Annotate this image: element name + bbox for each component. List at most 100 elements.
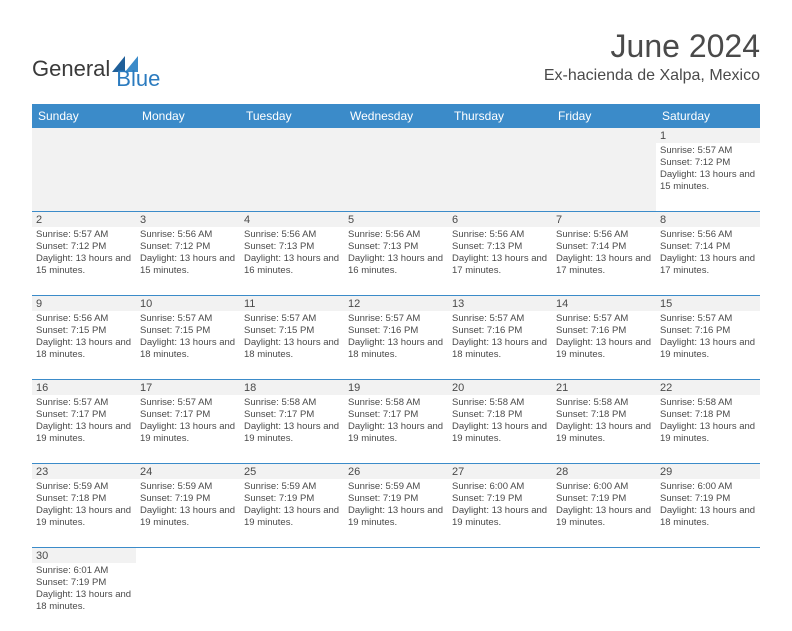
day-header-wed: Wednesday bbox=[344, 104, 448, 128]
day-number: 2 bbox=[32, 212, 136, 227]
sunset-text: Sunset: 7:19 PM bbox=[244, 493, 340, 505]
sunrise-text: Sunrise: 5:56 AM bbox=[452, 229, 548, 241]
day-number bbox=[552, 128, 656, 143]
daylight-text: Daylight: 13 hours and 19 minutes. bbox=[556, 337, 652, 361]
sunrise-text: Sunrise: 6:01 AM bbox=[36, 565, 132, 577]
calendar-cell: Sunrise: 5:57 AMSunset: 7:12 PMDaylight:… bbox=[32, 227, 136, 295]
daylight-text: Daylight: 13 hours and 19 minutes. bbox=[348, 421, 444, 445]
day-number: 25 bbox=[240, 464, 344, 479]
sunrise-text: Sunrise: 5:56 AM bbox=[556, 229, 652, 241]
calendar-cell: Sunrise: 5:58 AMSunset: 7:18 PMDaylight:… bbox=[448, 395, 552, 463]
day-number: 18 bbox=[240, 380, 344, 395]
calendar-cell: Sunrise: 6:01 AMSunset: 7:19 PMDaylight:… bbox=[32, 563, 136, 631]
calendar-cell bbox=[32, 143, 136, 211]
day-number: 28 bbox=[552, 464, 656, 479]
sunset-text: Sunset: 7:19 PM bbox=[140, 493, 236, 505]
day-number bbox=[344, 128, 448, 143]
day-number bbox=[32, 128, 136, 143]
day-number: 1 bbox=[656, 128, 760, 143]
calendar-cell bbox=[448, 563, 552, 631]
day-number bbox=[240, 128, 344, 143]
calendar-cell: Sunrise: 5:58 AMSunset: 7:18 PMDaylight:… bbox=[552, 395, 656, 463]
calendar-cell: Sunrise: 5:57 AMSunset: 7:17 PMDaylight:… bbox=[32, 395, 136, 463]
daylight-text: Daylight: 13 hours and 19 minutes. bbox=[140, 505, 236, 529]
page-header: General Blue June 2024 Ex-hacienda de Xa… bbox=[0, 0, 792, 98]
day-header-row: Sunday Monday Tuesday Wednesday Thursday… bbox=[32, 104, 760, 128]
daynum-row: 30 bbox=[32, 548, 760, 563]
sunrise-text: Sunrise: 6:00 AM bbox=[660, 481, 756, 493]
daynum-row: 1 bbox=[32, 128, 760, 143]
calendar-cell: Sunrise: 5:59 AMSunset: 7:19 PMDaylight:… bbox=[344, 479, 448, 547]
sunrise-text: Sunrise: 5:56 AM bbox=[244, 229, 340, 241]
sunrise-text: Sunrise: 6:00 AM bbox=[556, 481, 652, 493]
sunset-text: Sunset: 7:18 PM bbox=[660, 409, 756, 421]
logo: General Blue bbox=[32, 46, 160, 92]
day-number bbox=[656, 548, 760, 563]
sunrise-text: Sunrise: 5:57 AM bbox=[140, 397, 236, 409]
day-number: 12 bbox=[344, 296, 448, 311]
day-header-sun: Sunday bbox=[32, 104, 136, 128]
day-number bbox=[448, 128, 552, 143]
daylight-text: Daylight: 13 hours and 17 minutes. bbox=[660, 253, 756, 277]
daylight-text: Daylight: 13 hours and 19 minutes. bbox=[348, 505, 444, 529]
sunrise-text: Sunrise: 6:00 AM bbox=[452, 481, 548, 493]
calendar-cell bbox=[344, 143, 448, 211]
sunrise-text: Sunrise: 5:56 AM bbox=[36, 313, 132, 325]
daynum-row: 9101112131415 bbox=[32, 296, 760, 311]
calendar-cell bbox=[448, 143, 552, 211]
month-title: June 2024 bbox=[544, 28, 760, 65]
sunrise-text: Sunrise: 5:57 AM bbox=[556, 313, 652, 325]
day-number: 15 bbox=[656, 296, 760, 311]
daylight-text: Daylight: 13 hours and 19 minutes. bbox=[452, 505, 548, 529]
calendar-cell: Sunrise: 5:57 AMSunset: 7:17 PMDaylight:… bbox=[136, 395, 240, 463]
daylight-text: Daylight: 13 hours and 16 minutes. bbox=[348, 253, 444, 277]
sunset-text: Sunset: 7:19 PM bbox=[660, 493, 756, 505]
sunset-text: Sunset: 7:16 PM bbox=[348, 325, 444, 337]
sunrise-text: Sunrise: 5:58 AM bbox=[556, 397, 652, 409]
daylight-text: Daylight: 13 hours and 19 minutes. bbox=[556, 421, 652, 445]
sunrise-text: Sunrise: 5:57 AM bbox=[348, 313, 444, 325]
calendar-cell: Sunrise: 5:57 AMSunset: 7:12 PMDaylight:… bbox=[656, 143, 760, 211]
week-row: Sunrise: 5:56 AMSunset: 7:15 PMDaylight:… bbox=[32, 311, 760, 380]
sunset-text: Sunset: 7:17 PM bbox=[140, 409, 236, 421]
sunset-text: Sunset: 7:15 PM bbox=[244, 325, 340, 337]
week-row: Sunrise: 5:59 AMSunset: 7:18 PMDaylight:… bbox=[32, 479, 760, 548]
daylight-text: Daylight: 13 hours and 18 minutes. bbox=[660, 505, 756, 529]
sunrise-text: Sunrise: 5:56 AM bbox=[140, 229, 236, 241]
day-header-mon: Monday bbox=[136, 104, 240, 128]
day-number: 21 bbox=[552, 380, 656, 395]
sunrise-text: Sunrise: 5:58 AM bbox=[348, 397, 444, 409]
day-number: 14 bbox=[552, 296, 656, 311]
day-number: 22 bbox=[656, 380, 760, 395]
daylight-text: Daylight: 13 hours and 18 minutes. bbox=[140, 337, 236, 361]
calendar-cell: Sunrise: 5:56 AMSunset: 7:14 PMDaylight:… bbox=[552, 227, 656, 295]
daylight-text: Daylight: 13 hours and 15 minutes. bbox=[36, 253, 132, 277]
daylight-text: Daylight: 13 hours and 18 minutes. bbox=[244, 337, 340, 361]
daylight-text: Daylight: 13 hours and 15 minutes. bbox=[140, 253, 236, 277]
daylight-text: Daylight: 13 hours and 15 minutes. bbox=[660, 169, 756, 193]
calendar-cell: Sunrise: 5:58 AMSunset: 7:18 PMDaylight:… bbox=[656, 395, 760, 463]
day-number: 10 bbox=[136, 296, 240, 311]
day-number: 17 bbox=[136, 380, 240, 395]
sunset-text: Sunset: 7:13 PM bbox=[348, 241, 444, 253]
daynum-row: 2345678 bbox=[32, 212, 760, 227]
sunset-text: Sunset: 7:17 PM bbox=[348, 409, 444, 421]
day-number: 4 bbox=[240, 212, 344, 227]
sunset-text: Sunset: 7:13 PM bbox=[452, 241, 548, 253]
calendar-cell bbox=[136, 563, 240, 631]
day-number bbox=[344, 548, 448, 563]
sunset-text: Sunset: 7:13 PM bbox=[244, 241, 340, 253]
day-number: 29 bbox=[656, 464, 760, 479]
sunset-text: Sunset: 7:16 PM bbox=[660, 325, 756, 337]
day-number: 9 bbox=[32, 296, 136, 311]
week-row: Sunrise: 6:01 AMSunset: 7:19 PMDaylight:… bbox=[32, 563, 760, 631]
day-number: 5 bbox=[344, 212, 448, 227]
daylight-text: Daylight: 13 hours and 18 minutes. bbox=[36, 337, 132, 361]
calendar-cell bbox=[552, 143, 656, 211]
daynum-row: 23242526272829 bbox=[32, 464, 760, 479]
calendar-cell: Sunrise: 5:59 AMSunset: 7:19 PMDaylight:… bbox=[240, 479, 344, 547]
day-number: 27 bbox=[448, 464, 552, 479]
sunset-text: Sunset: 7:16 PM bbox=[556, 325, 652, 337]
daylight-text: Daylight: 13 hours and 19 minutes. bbox=[660, 421, 756, 445]
calendar-cell: Sunrise: 5:57 AMSunset: 7:16 PMDaylight:… bbox=[448, 311, 552, 379]
